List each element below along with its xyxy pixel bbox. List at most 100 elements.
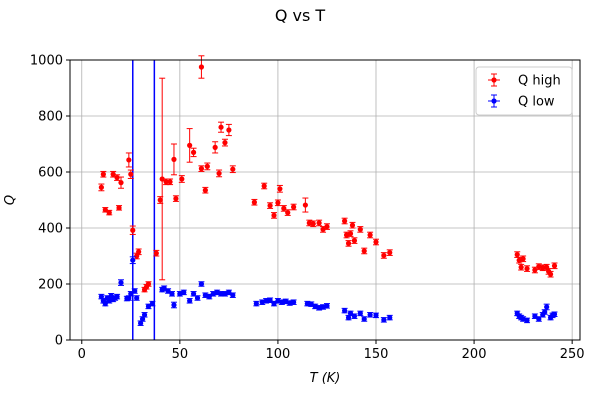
x-axis-label: T (K) <box>310 371 341 386</box>
data-point <box>141 312 148 318</box>
x-tick-label: 150 <box>364 347 389 362</box>
data-point <box>285 210 291 216</box>
data-point <box>524 317 530 323</box>
data-point <box>190 291 197 297</box>
data-point <box>139 316 146 322</box>
data-point <box>536 316 542 322</box>
data-point <box>157 197 163 203</box>
data-point <box>159 176 165 182</box>
data-point <box>218 291 224 297</box>
data-point <box>187 298 193 304</box>
data-point <box>342 218 348 224</box>
data-point <box>230 292 236 298</box>
data-point <box>118 280 124 286</box>
y-tick-label: 200 <box>38 278 63 293</box>
axes-frame <box>69 59 581 341</box>
x-tick-label: 0 <box>78 347 86 362</box>
data-point <box>267 297 273 303</box>
data-point <box>102 207 108 213</box>
data-point <box>544 304 550 310</box>
data-point <box>271 212 277 218</box>
data-point <box>253 301 259 307</box>
data-point <box>381 317 387 323</box>
data-point <box>187 142 193 148</box>
data-point <box>212 144 218 150</box>
data-point <box>357 310 363 316</box>
data-point <box>271 301 277 307</box>
data-point <box>98 184 104 190</box>
data-point <box>302 202 308 208</box>
data-point <box>165 288 171 294</box>
data-point <box>347 231 354 237</box>
data-point <box>198 281 205 287</box>
data-point <box>153 250 159 256</box>
data-point <box>551 263 558 269</box>
data-point <box>194 295 201 301</box>
data-point <box>306 220 312 226</box>
data-point <box>98 294 104 300</box>
data-point <box>267 203 273 209</box>
y-tick-label: 0 <box>55 334 63 349</box>
data-point <box>114 294 120 300</box>
data-point <box>190 149 197 155</box>
x-tick-label: 50 <box>172 347 189 362</box>
chart-title: Q vs T <box>275 6 326 25</box>
data-point <box>167 179 173 185</box>
data-point <box>291 299 297 305</box>
data-point <box>169 291 175 297</box>
data-point <box>128 291 134 297</box>
data-point <box>161 285 167 291</box>
data-point <box>345 240 352 246</box>
data-point <box>198 64 205 70</box>
data-point <box>351 313 358 319</box>
data-point <box>514 252 520 258</box>
legend-label: Q low <box>518 95 555 110</box>
data-point <box>163 179 169 185</box>
data-point <box>308 301 314 307</box>
legend-marker <box>491 77 497 83</box>
data-point <box>275 200 281 206</box>
legend-label: Q high <box>518 74 561 89</box>
data-point <box>230 166 236 172</box>
data-point <box>351 238 358 244</box>
data-point <box>387 250 393 256</box>
data-point <box>206 294 212 300</box>
data-point <box>367 312 373 318</box>
data-point <box>251 199 257 205</box>
data-point <box>128 171 134 177</box>
data-point <box>540 265 546 271</box>
data-point <box>134 295 140 301</box>
data-point <box>291 204 297 210</box>
data-point <box>347 310 354 316</box>
data-point <box>106 210 112 216</box>
data-point <box>118 180 124 186</box>
data-point <box>542 309 548 315</box>
data-point <box>387 315 393 321</box>
data-point <box>226 127 232 133</box>
plot-area: 0 50 100 150 200 250 0 200 400 600 800 1000 T (K) Q Q … <box>3 54 585 387</box>
data-point <box>216 170 222 176</box>
data-point <box>320 226 326 232</box>
data-point <box>171 156 177 162</box>
x-tick-label: 200 <box>462 347 487 362</box>
data-point <box>226 289 232 295</box>
legend-marker <box>491 98 497 104</box>
data-point <box>324 224 330 230</box>
data-point <box>551 311 558 317</box>
data-point <box>149 301 155 307</box>
data-point <box>171 302 177 308</box>
data-point <box>310 221 316 227</box>
data-point <box>373 312 379 318</box>
y-axis-label: Q <box>3 195 18 205</box>
legend-box <box>475 66 573 116</box>
y-tick-label: 1000 <box>30 54 63 69</box>
data-point <box>518 264 524 270</box>
data-point <box>114 175 120 181</box>
data-point <box>204 163 210 169</box>
data-point <box>316 220 322 226</box>
data-point <box>345 315 352 321</box>
x-tick-label: 100 <box>266 347 291 362</box>
data-point <box>202 187 208 193</box>
data-point <box>357 226 363 232</box>
